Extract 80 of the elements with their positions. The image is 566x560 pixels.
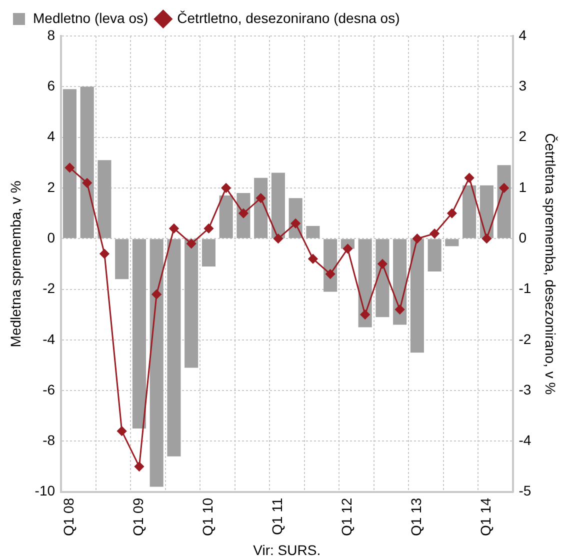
point [378,259,388,269]
point [204,224,214,234]
point [308,254,318,264]
bar [376,239,390,318]
bar [462,185,476,238]
legend-label: Medletno (leva os) [33,10,148,26]
point [186,238,196,248]
y2-tick-label: -1 [518,280,532,296]
x-tick-label: Q1 11 [269,498,286,535]
y-tick-label: 0 [47,229,56,246]
y2-tick-label: -4 [518,432,532,448]
bar [167,239,181,456]
bar [132,239,146,429]
bar [393,239,407,325]
y-tick-label: -2 [42,280,56,296]
point [360,310,370,320]
point [100,249,110,259]
point [447,208,457,218]
bar [428,239,442,272]
bar [497,165,511,238]
y2-tick-label: 4 [518,26,527,43]
point [117,426,127,436]
legend-label: Četrtletno, desezonirano (desna os) [177,10,400,26]
point [273,234,283,244]
point [82,178,92,188]
point [464,173,474,183]
y-tick-label: -4 [42,330,56,347]
y-tick-label: 8 [47,26,56,43]
bar [410,239,424,353]
point [499,183,509,193]
point [430,228,440,238]
x-tick-label: Q1 14 [478,498,494,536]
y2-tick-label: -3 [518,381,532,398]
y-tick-label: -8 [42,432,56,448]
bar [150,239,164,487]
y-tick-label: -10 [34,482,56,499]
y-tick-label: 6 [47,78,56,94]
y2-tick-label: 2 [518,128,527,144]
bar [306,226,320,238]
bar [62,89,76,238]
x-tick-label: Q1 13 [408,498,424,536]
bar [202,239,216,266]
bar [324,239,338,292]
point [238,208,248,218]
bar [184,239,198,368]
point [412,234,422,244]
bar [271,172,285,238]
y-axis-title: Medletna sprememba, v % [7,180,24,348]
y2-tick-label: 0 [518,229,527,246]
bar [219,196,233,238]
point [482,234,492,244]
point [134,462,144,472]
x-tick-label: Q1 09 [130,498,146,536]
y2-axis-title: Četrtletna sprememba, desezonirano, v % [542,133,559,395]
bar [254,178,268,238]
point [326,269,336,279]
x-tick-label: Q1 12 [338,498,355,536]
point [64,162,74,172]
y-tick-label: 2 [47,178,56,195]
bar [115,239,129,280]
y2-tick-label: -5 [518,482,532,499]
bar [98,160,112,238]
y2-tick-label: -2 [518,330,532,347]
point [290,218,300,228]
bar [358,239,372,328]
point [342,244,352,254]
point [152,290,162,300]
text: Vir: SURS. [253,542,321,558]
point [256,193,266,203]
y2-tick-label: 1 [518,178,527,195]
point [395,304,405,314]
y-tick-label: 4 [47,128,56,144]
x-tick-label: Q1 08 [60,498,77,536]
bar [445,239,459,246]
point [169,224,179,234]
y-tick-label: -6 [42,381,56,398]
x-tick-label: Q1 10 [200,498,216,536]
bar [80,86,94,238]
y2-tick-label: 3 [518,78,527,94]
point [221,183,231,193]
